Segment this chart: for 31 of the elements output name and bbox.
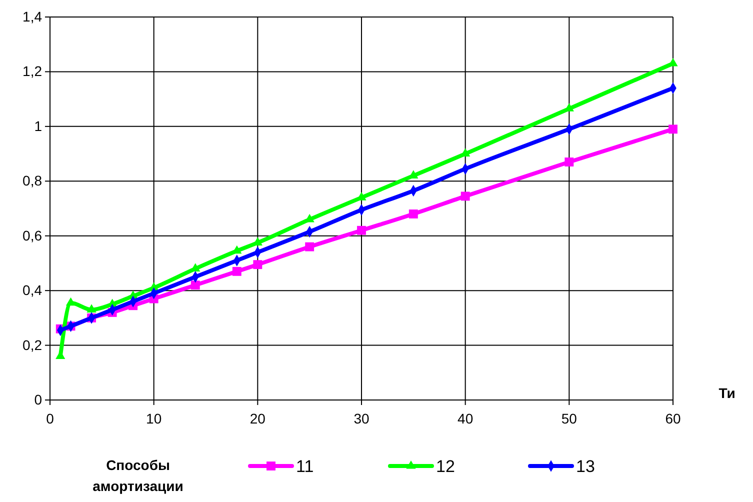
point <box>408 210 418 218</box>
point <box>564 158 574 166</box>
legend-label: 11 <box>296 457 314 476</box>
point <box>305 242 314 252</box>
point <box>460 192 470 201</box>
point <box>253 260 262 270</box>
y-tick-label: 0,2 <box>22 336 42 353</box>
x-tick-label: 50 <box>561 410 578 426</box>
y-tick-label: 0,8 <box>22 172 42 189</box>
x-tick-label: 10 <box>146 410 162 426</box>
point <box>357 226 366 235</box>
point <box>668 124 678 134</box>
point <box>190 280 200 290</box>
y-tick-label: 0,6 <box>22 227 42 244</box>
legend-label: 13 <box>576 457 595 476</box>
legend-label: 12 <box>436 457 455 476</box>
y-tick-label: 1 <box>34 118 42 134</box>
x-tick-label: 20 <box>250 410 266 426</box>
legend-title: Способы амортизации <box>92 457 184 494</box>
x-tick-label: 60 <box>665 410 681 426</box>
y-tick-label: 1,2 <box>22 63 42 80</box>
y-tick-label: 1,4 <box>22 8 42 24</box>
point <box>232 266 242 276</box>
x-tick-label: 30 <box>354 410 370 426</box>
x-axis-title: Ти <box>718 385 736 401</box>
y-tick-label: 0,4 <box>22 282 42 298</box>
x-tick-label: 0 <box>46 410 54 426</box>
point <box>66 297 76 306</box>
x-tick-label: 40 <box>458 410 474 426</box>
y-tick-label: 0 <box>34 391 42 408</box>
point <box>86 304 96 312</box>
